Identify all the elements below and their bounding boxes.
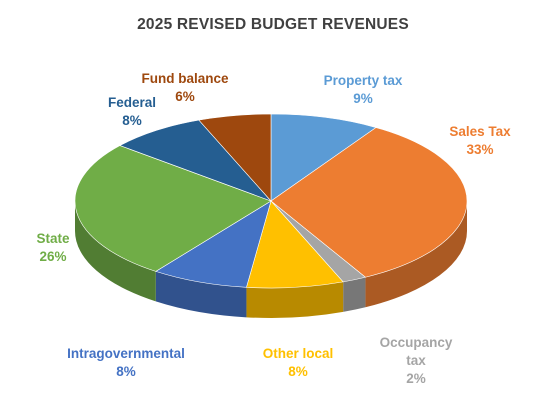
slice-side-sales-tax: [365, 201, 467, 308]
slice-label-other-local: Other local 8%: [248, 345, 348, 381]
slice-name-occupancy-tax-line1: Occupancy: [379, 335, 453, 350]
slice-value-sales-tax: 33%: [466, 142, 494, 157]
pie-tops: [74, 113, 468, 289]
slice-intragovernmental: [155, 200, 272, 288]
slice-label-state: State 26%: [18, 230, 88, 266]
slice-name-sales-tax: Sales Tax: [449, 124, 511, 139]
slice-side-intragovernmental: [155, 271, 247, 318]
slice-federal: [119, 119, 272, 202]
slice-name-other-local: Other local: [262, 346, 334, 361]
slice-side-state: [75, 201, 156, 302]
slice-value-state: 26%: [39, 249, 67, 264]
slice-value-intragovernmental: 8%: [116, 364, 136, 379]
slice-label-occupancy-tax: Occupancy tax 2%: [366, 334, 466, 388]
slice-side-other-local: [246, 281, 344, 318]
slice-value-other-local: 8%: [288, 364, 308, 379]
slice-name-fund-balance: Fund balance: [141, 71, 229, 86]
slice-label-sales-tax: Sales Tax 33%: [430, 123, 530, 159]
slice-name-occupancy-tax-line2: tax: [406, 353, 426, 368]
slice-fund-balance: [198, 113, 272, 202]
slice-value-occupancy-tax: 2%: [406, 371, 426, 386]
slice-label-property-tax: Property tax 9%: [303, 72, 423, 108]
slice-other-local: [246, 200, 344, 289]
slice-name-federal: Federal: [107, 95, 157, 110]
slice-label-intragovernmental: Intragovernmental 8%: [46, 345, 206, 381]
slice-value-federal: 8%: [122, 113, 142, 128]
slice-sales-tax: [270, 127, 468, 278]
slice-property-tax: [270, 113, 377, 202]
slice-label-fund-balance: Fund balance 6%: [125, 70, 245, 106]
slice-state: [74, 145, 272, 272]
slice-value-property-tax: 9%: [353, 91, 373, 106]
chart-title: 2025 REVISED BUDGET REVENUES: [137, 16, 409, 33]
slice-side-occupancy-tax: [343, 277, 366, 312]
pie-sides: [75, 201, 467, 318]
slice-label-federal: Federal 8%: [92, 94, 172, 130]
slice-name-property-tax: Property tax: [323, 73, 403, 88]
slice-name-state: State: [36, 231, 70, 246]
slice-value-fund-balance: 6%: [175, 89, 195, 104]
slice-name-intragovernmental: Intragovernmental: [67, 346, 185, 361]
